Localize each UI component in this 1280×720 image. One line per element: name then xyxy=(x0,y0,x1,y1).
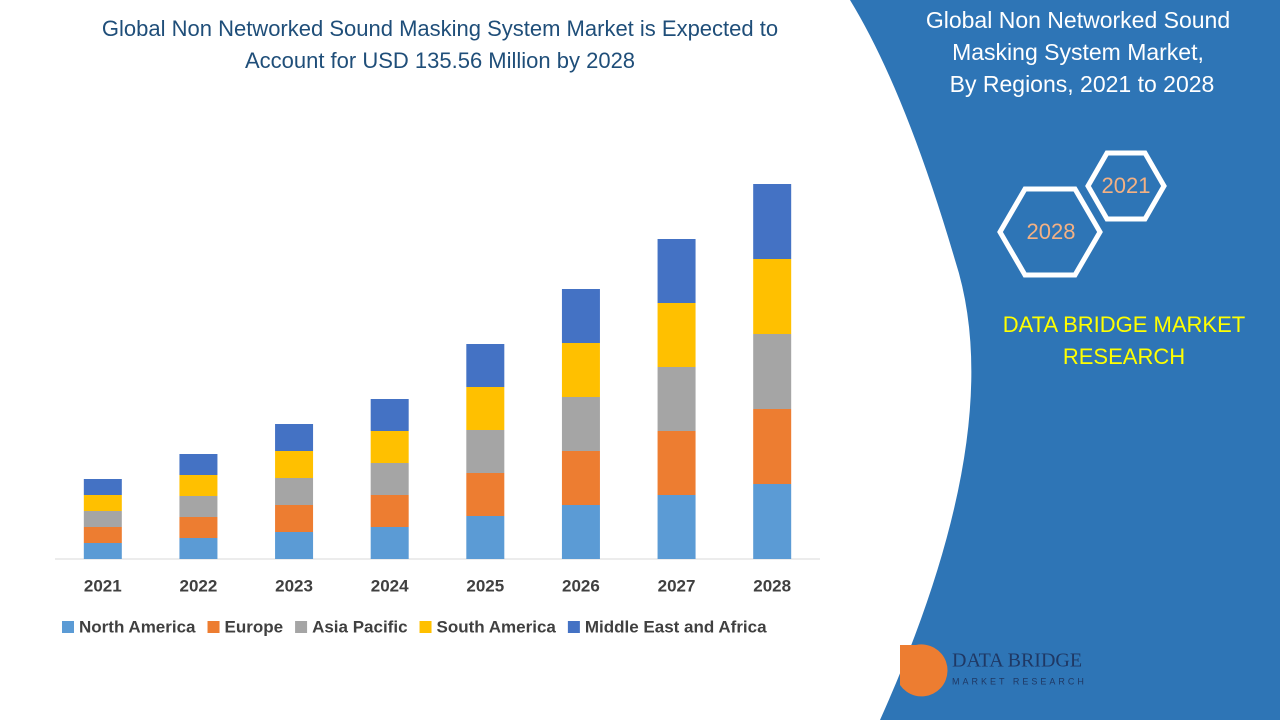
bar-segment xyxy=(83,543,122,559)
chart-title-1: Global Non Networked Sound Masking Syste… xyxy=(102,16,778,41)
x-tick-label: 2023 xyxy=(275,576,313,595)
bar-segment xyxy=(657,239,696,303)
bar-segment xyxy=(275,505,314,532)
bar-segment xyxy=(275,424,314,451)
x-tick-label: 2027 xyxy=(658,576,696,595)
legend-swatch xyxy=(419,621,432,633)
chart-title-2: Account for USD 135.56 Million by 2028 xyxy=(245,48,635,73)
bar-segment xyxy=(466,473,505,516)
hex-label: 2028 xyxy=(1027,219,1076,244)
bar-segment xyxy=(753,259,792,334)
bar-segment xyxy=(466,387,505,430)
side-title: Masking System Market, xyxy=(952,39,1204,65)
bar-segment xyxy=(466,430,505,473)
bar-segment xyxy=(657,431,696,495)
x-tick-label: 2022 xyxy=(180,576,218,595)
x-tick-label: 2028 xyxy=(753,576,791,595)
bar-segment xyxy=(561,451,600,505)
legend-label: South America xyxy=(437,617,557,636)
side-panel-bg xyxy=(850,0,1280,720)
bar-segment xyxy=(561,505,600,559)
side-title: By Regions, 2021 to 2028 xyxy=(950,71,1215,97)
bar-segment xyxy=(179,475,218,496)
legend-swatch xyxy=(62,621,74,633)
bar-segment xyxy=(753,409,792,484)
bar-segment xyxy=(466,344,505,387)
brand-text: RESEARCH xyxy=(1063,344,1185,369)
logo-name: DATA BRIDGE xyxy=(952,650,1082,672)
bar-segment xyxy=(83,479,122,495)
bar-segment xyxy=(179,517,218,538)
bar-segment xyxy=(657,303,696,367)
side-title: Global Non Networked Sound xyxy=(926,7,1230,33)
hexagon xyxy=(1085,150,1167,222)
bar-segment xyxy=(370,399,409,431)
bar-segment xyxy=(370,527,409,559)
logo-icon xyxy=(900,644,948,697)
bar-segment xyxy=(370,463,409,495)
hex-label: 2021 xyxy=(1102,173,1151,198)
legend-label: North America xyxy=(79,617,196,636)
plot: 2021 2022 2023 2024 2025 2026 2027 2028 North Am… xyxy=(55,184,820,636)
bar-segment xyxy=(561,343,600,397)
bar-segment xyxy=(179,496,218,517)
bar-segment xyxy=(275,478,314,505)
hexagon xyxy=(997,186,1103,278)
bar-segment xyxy=(83,511,122,527)
bar-segment xyxy=(657,495,696,559)
bar-segment xyxy=(466,516,505,559)
bar-segment xyxy=(275,451,314,478)
legend-swatch xyxy=(207,621,220,633)
legend-label: Asia Pacific xyxy=(312,617,407,636)
bar-segment xyxy=(179,538,218,559)
legend-label: Europe xyxy=(225,617,284,636)
brand-text: DATA BRIDGE MARKET xyxy=(1003,312,1245,337)
bar-segment xyxy=(370,495,409,527)
bar-segment xyxy=(83,495,122,511)
bar-segment xyxy=(753,484,792,559)
x-tick-label: 2021 xyxy=(84,576,122,595)
bar-segment xyxy=(753,334,792,409)
legend-swatch xyxy=(295,621,308,633)
bar-segment xyxy=(657,367,696,431)
legend-swatch xyxy=(567,621,580,633)
bar-segment xyxy=(753,184,792,259)
bar-segment xyxy=(83,527,122,543)
x-tick-label: 2024 xyxy=(371,576,409,595)
logo-tagline: MARKET RESEARCH xyxy=(952,676,1087,686)
bar-segment xyxy=(275,532,314,559)
bar-segment xyxy=(179,454,218,475)
x-tick-label: 2026 xyxy=(562,576,600,595)
x-tick-label: 2025 xyxy=(466,576,504,595)
bar-segment xyxy=(370,431,409,463)
legend-label: Middle East and Africa xyxy=(585,617,767,636)
bar-segment xyxy=(561,397,600,451)
bar-segment xyxy=(561,289,600,343)
